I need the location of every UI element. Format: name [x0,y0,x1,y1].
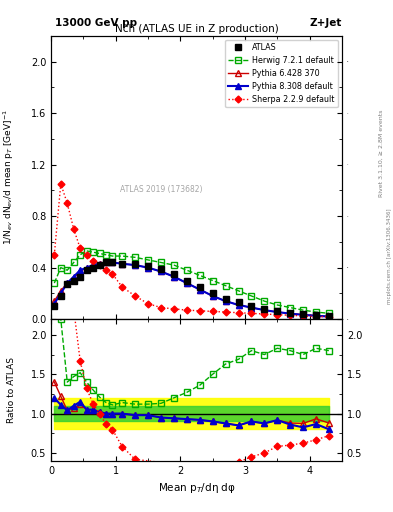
Title: Nch (ATLAS UE in Z production): Nch (ATLAS UE in Z production) [115,24,278,34]
Legend: ATLAS, Herwig 7.2.1 default, Pythia 6.428 370, Pythia 8.308 default, Sherpa 2.2.: ATLAS, Herwig 7.2.1 default, Pythia 6.42… [225,40,338,108]
Text: Z+Jet: Z+Jet [310,18,342,28]
Y-axis label: 1/N$_{ev}$ dN$_{ev}$/d mean p$_T$ [GeV]$^{-1}$: 1/N$_{ev}$ dN$_{ev}$/d mean p$_T$ [GeV]$… [2,110,16,245]
Text: ATLAS 2019 (173682): ATLAS 2019 (173682) [120,185,203,194]
Y-axis label: Ratio to ATLAS: Ratio to ATLAS [7,357,16,423]
Text: Rivet 3.1.10, ≥ 2.8M events: Rivet 3.1.10, ≥ 2.8M events [379,110,384,197]
Text: mcplots.cern.ch [arXiv:1306.3436]: mcplots.cern.ch [arXiv:1306.3436] [387,208,391,304]
Text: 13000 GeV pp: 13000 GeV pp [55,18,137,28]
X-axis label: Mean p$_T$/dη dφ: Mean p$_T$/dη dφ [158,481,235,495]
